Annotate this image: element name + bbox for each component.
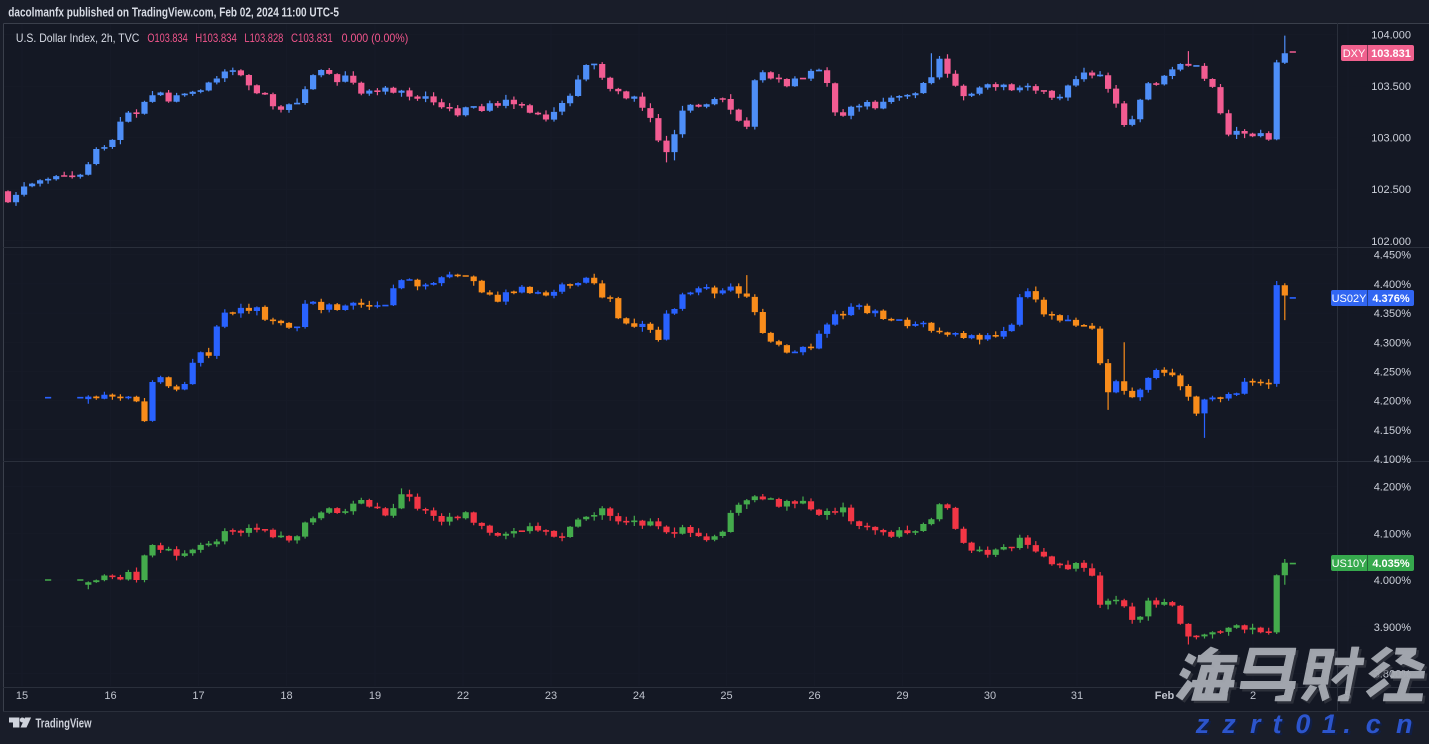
svg-text:Feb: Feb: [1155, 690, 1175, 702]
svg-text:103.500: 103.500: [1371, 81, 1411, 93]
svg-text:TradingView: TradingView: [36, 717, 92, 731]
svg-text:4.000%: 4.000%: [1374, 575, 1412, 587]
svg-text:104.000: 104.000: [1371, 30, 1411, 42]
svg-text:102.500: 102.500: [1371, 184, 1411, 196]
svg-text:18: 18: [280, 690, 292, 702]
svg-text:29: 29: [896, 690, 908, 702]
svg-text:103.831: 103.831: [1371, 48, 1411, 60]
svg-text:US10Y: US10Y: [1332, 558, 1368, 570]
svg-text:24: 24: [633, 690, 645, 702]
svg-text:4.250%: 4.250%: [1374, 366, 1412, 378]
svg-text:22: 22: [457, 690, 469, 702]
svg-text:4.450%: 4.450%: [1374, 250, 1412, 262]
svg-text:4.200%: 4.200%: [1374, 482, 1412, 494]
svg-text:26: 26: [808, 690, 820, 702]
svg-text:4.150%: 4.150%: [1374, 425, 1412, 437]
svg-text:4.100%: 4.100%: [1374, 454, 1412, 466]
svg-text:23: 23: [545, 690, 557, 702]
svg-text:31: 31: [1071, 690, 1083, 702]
svg-text:4.350%: 4.350%: [1374, 308, 1412, 320]
svg-text:4.200%: 4.200%: [1374, 396, 1412, 408]
svg-text:4.300%: 4.300%: [1374, 337, 1412, 349]
svg-text:25: 25: [720, 690, 732, 702]
svg-text:16: 16: [104, 690, 116, 702]
svg-text:17: 17: [192, 690, 204, 702]
svg-text:3.900%: 3.900%: [1374, 622, 1412, 634]
svg-text:4.035%: 4.035%: [1372, 558, 1410, 570]
svg-text:dacolmanfx published on Tradin: dacolmanfx published on TradingView.com,…: [8, 6, 339, 20]
svg-text:DXY: DXY: [1343, 48, 1366, 60]
svg-text:15: 15: [16, 690, 28, 702]
svg-text:103.000: 103.000: [1371, 133, 1411, 145]
svg-text:19: 19: [369, 690, 381, 702]
svg-text:30: 30: [984, 690, 996, 702]
svg-text:4.376%: 4.376%: [1372, 293, 1410, 305]
svg-text:US02Y: US02Y: [1332, 293, 1368, 305]
svg-text:4.100%: 4.100%: [1374, 528, 1412, 540]
svg-text:2: 2: [1250, 690, 1256, 702]
svg-text:4.400%: 4.400%: [1374, 279, 1412, 291]
svg-text:102.000: 102.000: [1371, 236, 1411, 248]
